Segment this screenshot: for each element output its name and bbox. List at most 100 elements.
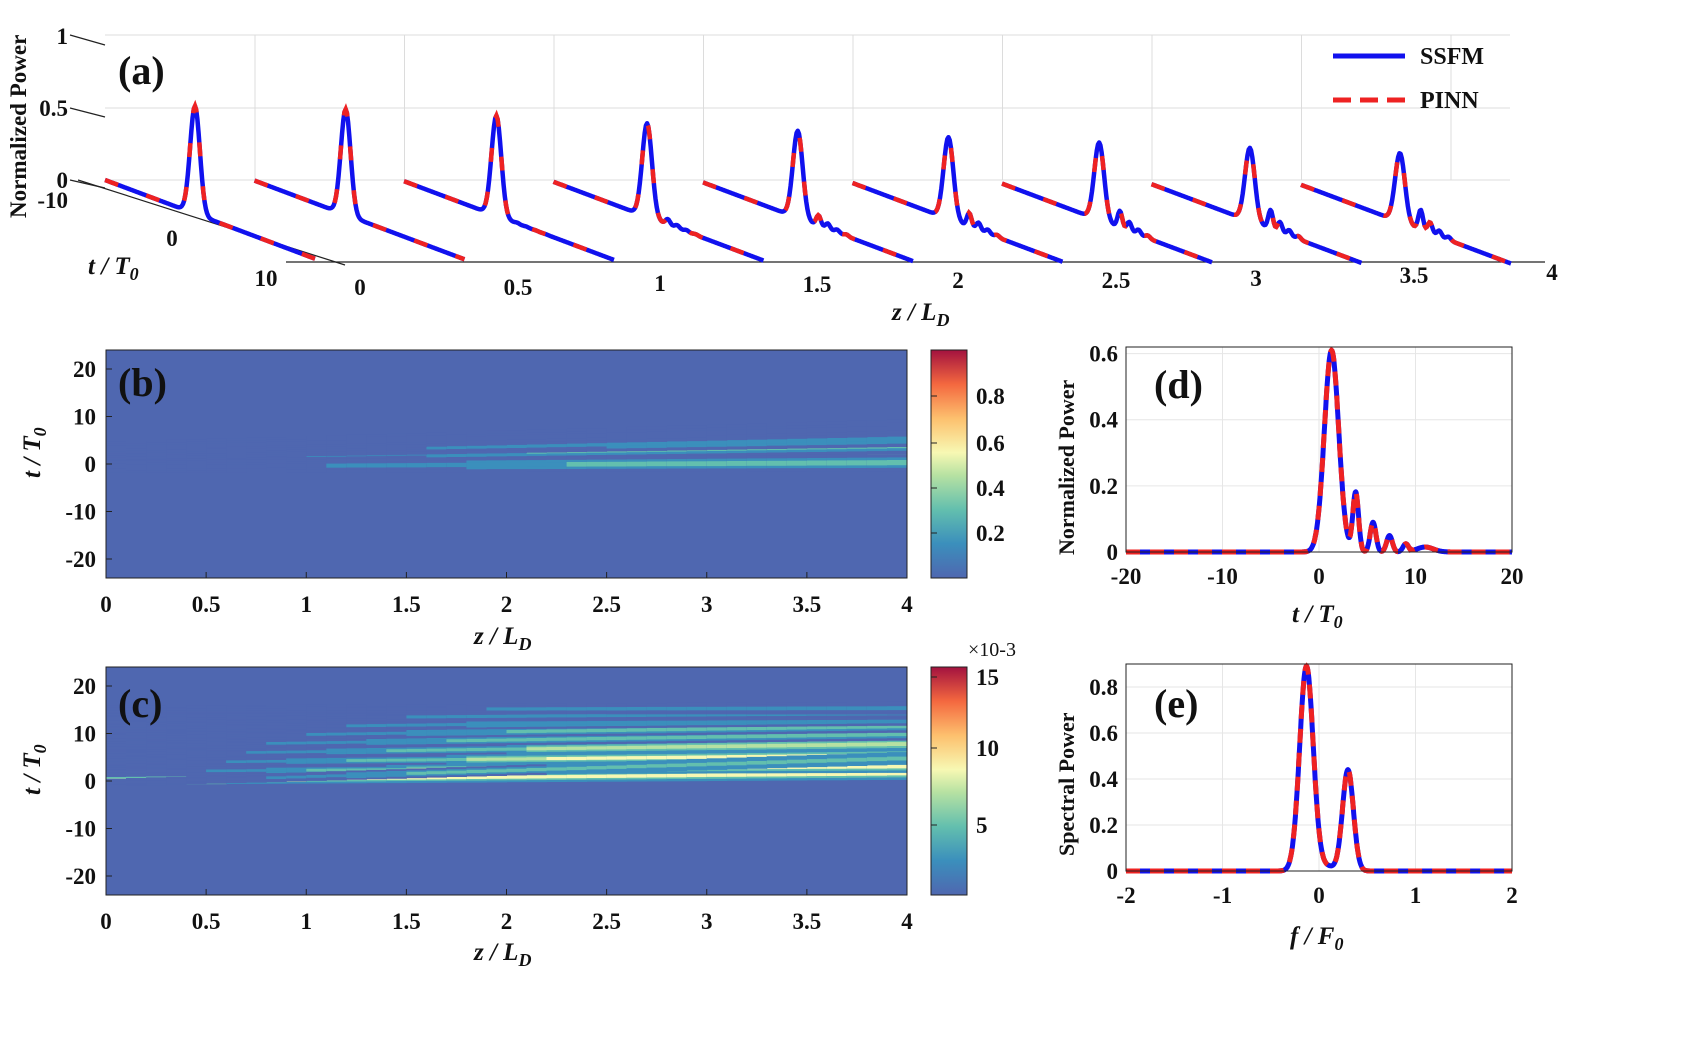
heatmap-band-segment [506,747,527,751]
heatmap-band-segment [166,743,187,747]
heatmap-band-segment [566,746,588,750]
heatmap-band-segment [206,708,227,711]
panel-d-frame [1125,346,1513,553]
heatmap-band-segment [126,717,147,721]
heatmap-band-segment [326,750,347,753]
heatmap-band-segment [526,462,547,467]
heatmap-band-segment [806,427,828,433]
heatmap-band-segment [686,706,708,711]
heatmap-band-segment [726,712,748,717]
heatmap-band-segment [566,721,588,725]
heatmap-band-segment [706,430,728,436]
heatmap-band-segment [766,726,788,730]
heatmap-band-segment [146,444,167,449]
heatmap-band-segment [546,707,567,711]
y-tick-label: 10 [73,722,96,747]
heatmap-band-segment [286,759,307,763]
heatmap-band-segment [406,748,427,752]
heatmap-band-segment [246,708,267,711]
heatmap-band-segment [646,728,668,732]
heatmap-band-segment [626,745,648,750]
heatmap-band-segment [266,716,287,720]
heatmap-band-segment [126,752,147,756]
heatmap-band-segment [766,438,788,444]
a-xtick-label: 3 [1250,266,1262,291]
a-pinn-curve [403,109,615,263]
heatmap-band-segment [646,706,668,711]
heatmap-band-segment [686,762,708,767]
heatmap-band-segment [246,733,267,737]
heatmap-band-segment [306,768,327,772]
heatmap-band-segment [566,714,588,718]
heatmap-band-segment [126,744,147,747]
y-tick-label: 0.2 [1089,813,1118,838]
y-tick-label: 0 [1107,859,1119,884]
heatmap-band-segment [286,463,307,468]
heatmap-band-segment [706,762,728,766]
heatmap-band-segment [866,426,888,432]
heatmap-band-segment [887,460,908,466]
a-ztick-line [69,34,106,46]
heatmap-band-segment [166,726,187,730]
heatmap-band-segment [746,754,768,759]
heatmap-band-segment [526,714,547,718]
heatmap-band-segment [226,442,247,447]
heatmap-band-segment [606,765,628,769]
panel-c-label: (c) [118,681,162,726]
heatmap-band-segment [566,442,588,447]
heatmap-band-segment [866,732,888,737]
heatmap-band-segment [686,735,708,739]
panel-b-bands [106,419,908,473]
heatmap-band-segment [166,444,187,448]
panel-c-ticks: 0 0.5 1 1.5 2 2.5 3 3.5 4 20 10 0 -10 -20 [65,674,913,934]
heatmap-band-segment [266,725,287,729]
heatmap-band-segment [646,431,668,437]
panel-e-xlabel: f / F0 [1290,923,1343,954]
a-ttick-label: 0 [166,226,178,251]
heatmap-band-segment [466,748,487,752]
heatmap-band-segment [106,761,127,765]
heatmap-band-segment [806,733,828,738]
heatmap-band-segment [606,774,628,778]
heatmap-band-segment [786,743,808,748]
a-pinn-curve [253,103,466,262]
heatmap-band-segment [186,726,207,729]
heatmap-band-segment [726,726,748,731]
heatmap-band-segment [306,733,327,736]
heatmap-band-segment [746,773,768,777]
heatmap-band-segment [866,460,888,466]
heatmap-band-segment [366,740,387,744]
heatmap-band-segment [846,436,868,442]
heatmap-band-segment [366,773,387,776]
heatmap-band-segment [346,439,367,444]
heatmap-band-segment [766,706,788,711]
heatmap-band-segment [686,430,708,436]
heatmap-band-segment [706,755,728,759]
heatmap-band-segment [766,760,788,765]
heatmap-band-segment [486,714,507,718]
heatmap-band-segment [446,715,467,719]
x-tick-label: 1.5 [392,909,421,934]
panel-d-label: (d) [1154,362,1203,407]
heatmap-band-segment [826,437,848,443]
heatmap-band-segment [646,720,668,724]
panel-c-bands [106,701,908,787]
heatmap-band-segment [106,744,127,747]
heatmap-band-segment [226,751,247,754]
heatmap-band-segment [846,772,868,776]
heatmap-band-segment [286,768,307,772]
heatmap-band-segment [326,741,347,744]
a-ssfm-curve [1299,151,1513,266]
heatmap-band-segment [866,757,888,762]
heatmap-band-segment [606,756,628,760]
heatmap-band-segment [186,464,207,469]
heatmap-band-segment [286,708,307,711]
heatmap-band-segment [346,732,367,736]
y-tick-label: -20 [65,547,96,572]
panel-a-axes [69,34,1545,266]
heatmap-band-segment [646,755,668,760]
a-ssfm-curve [701,128,915,264]
x-tick-label: 0 [1313,564,1325,589]
x-tick-label: 3 [701,909,713,934]
